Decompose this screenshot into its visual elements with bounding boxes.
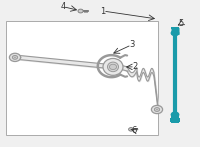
Text: 1: 1	[100, 6, 106, 16]
Circle shape	[156, 109, 158, 110]
Circle shape	[129, 128, 133, 131]
Text: 3: 3	[129, 40, 134, 49]
Circle shape	[109, 64, 117, 70]
Text: 4: 4	[60, 2, 66, 11]
FancyBboxPatch shape	[6, 21, 158, 135]
Text: 5: 5	[178, 19, 184, 28]
Circle shape	[171, 30, 179, 36]
Circle shape	[78, 9, 83, 13]
Circle shape	[14, 57, 16, 58]
FancyBboxPatch shape	[171, 121, 179, 123]
Circle shape	[171, 111, 179, 118]
Ellipse shape	[103, 58, 123, 75]
FancyBboxPatch shape	[170, 118, 180, 122]
Circle shape	[12, 55, 18, 59]
Circle shape	[9, 53, 21, 61]
Circle shape	[151, 105, 163, 114]
Text: 2: 2	[132, 62, 138, 71]
Ellipse shape	[108, 62, 118, 72]
FancyBboxPatch shape	[171, 27, 179, 29]
Text: 6: 6	[131, 126, 136, 135]
Circle shape	[154, 108, 160, 111]
FancyBboxPatch shape	[171, 116, 179, 119]
